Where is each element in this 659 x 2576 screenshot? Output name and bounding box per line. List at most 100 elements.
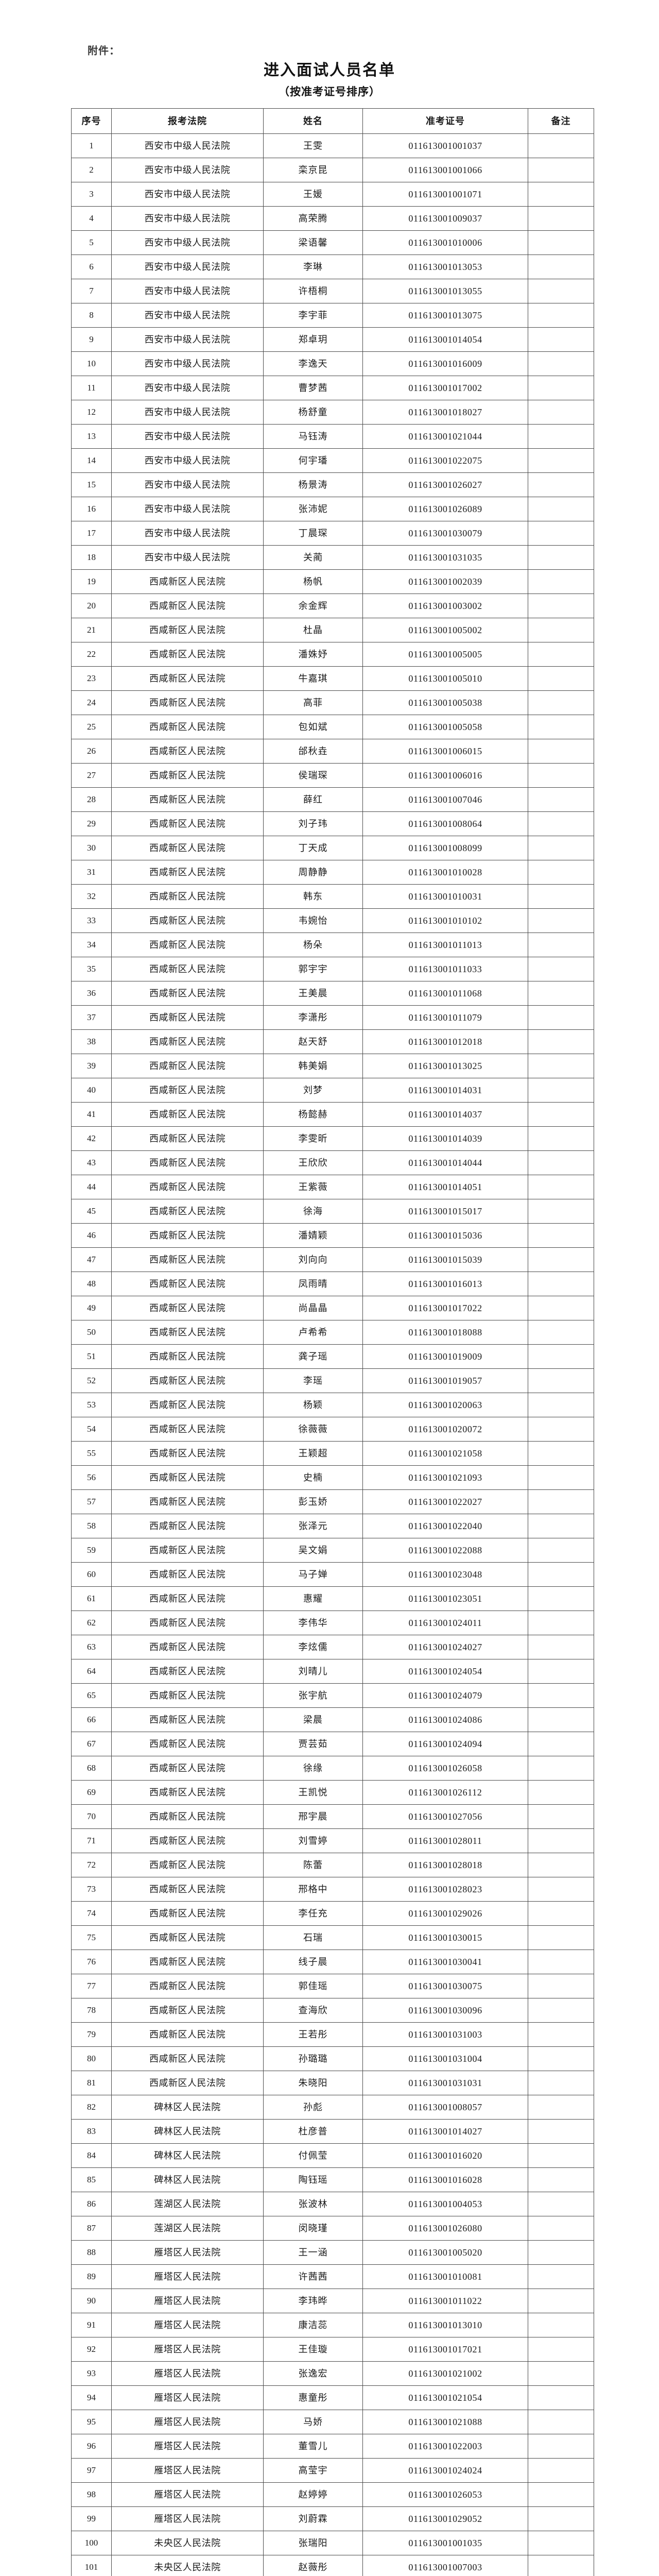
cell-index: 89	[71, 2264, 112, 2289]
cell-court: 西咸新区人民法院	[111, 1271, 264, 1296]
table-row: 56 西咸新区人民法院 史楠 011613001021093	[71, 1465, 594, 1490]
cell-ticket: 011613001010102	[362, 908, 528, 933]
cell-index: 46	[71, 1223, 112, 1248]
cell-name: 贾芸茹	[263, 1731, 363, 1756]
table-row: 53 西咸新区人民法院 杨颖 011613001020063	[71, 1392, 594, 1417]
cell-court: 西安市中级人民法院	[111, 496, 264, 521]
cell-name: 马子婵	[263, 1562, 363, 1587]
table-row: 72 西咸新区人民法院 陈蕾 011613001028018	[71, 1852, 594, 1877]
cell-index: 26	[71, 738, 112, 764]
cell-ticket: 011613001030075	[362, 1973, 528, 1998]
cell-court: 西咸新区人民法院	[111, 738, 264, 764]
cell-court: 西安市中级人民法院	[111, 157, 264, 182]
cell-name: 王凯悦	[263, 1780, 363, 1805]
cell-remark	[528, 1489, 594, 1514]
cell-remark	[528, 1755, 594, 1781]
cell-name: 尚晶晶	[263, 1295, 363, 1320]
cell-remark	[528, 2385, 594, 2410]
cell-name: 丁天成	[263, 835, 363, 860]
cell-court: 西咸新区人民法院	[111, 1562, 264, 1587]
table-row: 71 西咸新区人民法院 刘雪婷 011613001028011	[71, 1828, 594, 1853]
cell-index: 92	[71, 2336, 112, 2362]
cell-name: 孙璐璐	[263, 2046, 363, 2071]
cell-ticket: 011613001024011	[362, 1610, 528, 1635]
cell-court: 西咸新区人民法院	[111, 762, 264, 788]
cell-court: 西咸新区人民法院	[111, 787, 264, 812]
cell-name: 线子晨	[263, 1949, 363, 1974]
table-row: 87 莲湖区人民法院 闵晓瑾 011613001026080	[71, 2215, 594, 2241]
cell-remark	[528, 1634, 594, 1659]
table-row: 39 西咸新区人民法院 韩美娟 011613001013025	[71, 1053, 594, 1078]
cell-remark	[528, 2433, 594, 2459]
cell-name: 王颖超	[263, 1440, 363, 1466]
cell-name: 龚子瑶	[263, 1344, 363, 1369]
cell-name: 王媛	[263, 181, 363, 207]
cell-court: 西咸新区人民法院	[111, 859, 264, 885]
table-row: 47 西咸新区人民法院 刘向向 011613001015039	[71, 1247, 594, 1272]
cell-name: 赵天舒	[263, 1029, 363, 1054]
table-row: 94 雁塔区人民法院 惠童彤 011613001021054	[71, 2385, 594, 2410]
cell-name: 李任充	[263, 1901, 363, 1926]
cell-index: 62	[71, 1610, 112, 1635]
table-row: 50 西咸新区人民法院 卢希希 011613001018088	[71, 1319, 594, 1345]
cell-index: 43	[71, 1150, 112, 1175]
cell-index: 101	[71, 2554, 112, 2576]
cell-remark	[528, 1174, 594, 1199]
table-row: 80 西咸新区人民法院 孙璐璐 011613001031004	[71, 2046, 594, 2071]
table-row: 97 雁塔区人民法院 高莹宇 011613001024024	[71, 2458, 594, 2483]
cell-index: 84	[71, 2143, 112, 2168]
cell-name: 石瑞	[263, 1925, 363, 1950]
cell-ticket: 011613001030096	[362, 1997, 528, 2023]
cell-ticket: 011613001005010	[362, 666, 528, 691]
cell-court: 西咸新区人民法院	[111, 932, 264, 957]
cell-ticket: 011613001023051	[362, 1586, 528, 1611]
page-title: 进入面试人员名单	[264, 62, 395, 79]
cell-index: 100	[71, 2530, 112, 2555]
table-row: 86 莲湖区人民法院 张波林 011613001004053	[71, 2191, 594, 2216]
cell-name: 吴文娟	[263, 1537, 363, 1563]
cell-index: 35	[71, 956, 112, 981]
cell-index: 67	[71, 1731, 112, 1756]
cell-court: 西安市中级人民法院	[111, 302, 264, 328]
column-header-index: 序号	[71, 108, 112, 134]
cell-name: 邰秋垚	[263, 738, 363, 764]
table-row: 61 西咸新区人民法院 惠耀 011613001023051	[71, 1586, 594, 1611]
cell-index: 79	[71, 2022, 112, 2047]
cell-remark	[528, 641, 594, 667]
table-row: 20 西咸新区人民法院 余金辉 011613001003002	[71, 593, 594, 618]
cell-remark	[528, 1852, 594, 1877]
cell-remark	[528, 472, 594, 497]
cell-name: 朱晓阳	[263, 2070, 363, 2095]
cell-index: 17	[71, 520, 112, 546]
cell-remark	[528, 2119, 594, 2144]
cell-remark	[528, 1658, 594, 1684]
cell-remark	[528, 2312, 594, 2337]
cell-ticket: 011613001029026	[362, 1901, 528, 1926]
cell-court: 西咸新区人民法院	[111, 811, 264, 836]
cell-remark	[528, 2094, 594, 2120]
cell-court: 雁塔区人民法院	[111, 2433, 264, 2459]
cell-remark	[528, 1440, 594, 1466]
cell-court: 西咸新区人民法院	[111, 690, 264, 715]
table-row: 99 雁塔区人民法院 刘蔚霖 011613001029052	[71, 2506, 594, 2531]
table-row: 46 西咸新区人民法院 潘婧颖 011613001015036	[71, 1223, 594, 1248]
cell-name: 王紫薇	[263, 1174, 363, 1199]
cell-ticket: 011613001016020	[362, 2143, 528, 2168]
table-row: 91 雁塔区人民法院 康洁蕊 011613001013010	[71, 2312, 594, 2337]
cell-court: 雁塔区人民法院	[111, 2506, 264, 2531]
cell-name: 杜彦普	[263, 2119, 363, 2144]
cell-ticket: 011613001028023	[362, 1876, 528, 1902]
cell-ticket: 011613001016028	[362, 2167, 528, 2192]
cell-ticket: 011613001013025	[362, 1053, 528, 1078]
cell-remark	[528, 1053, 594, 1078]
table-row: 5 西安市中级人民法院 梁语馨 011613001010006	[71, 230, 594, 255]
cell-court: 西咸新区人民法院	[111, 1634, 264, 1659]
cell-index: 50	[71, 1319, 112, 1345]
cell-remark	[528, 1295, 594, 1320]
table-row: 6 西安市中级人民法院 李琳 011613001013053	[71, 254, 594, 279]
cell-name: 刘雪婷	[263, 1828, 363, 1853]
cell-ticket: 011613001030015	[362, 1925, 528, 1950]
cell-index: 41	[71, 1101, 112, 1127]
cell-remark	[528, 593, 594, 618]
table-row: 79 西咸新区人民法院 王若彤 011613001031003	[71, 2022, 594, 2047]
